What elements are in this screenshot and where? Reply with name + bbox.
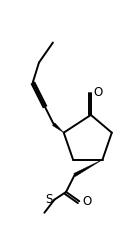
Polygon shape: [74, 160, 103, 176]
Text: S: S: [46, 193, 53, 206]
Polygon shape: [53, 123, 64, 133]
Text: O: O: [82, 195, 92, 208]
Text: O: O: [93, 86, 102, 99]
